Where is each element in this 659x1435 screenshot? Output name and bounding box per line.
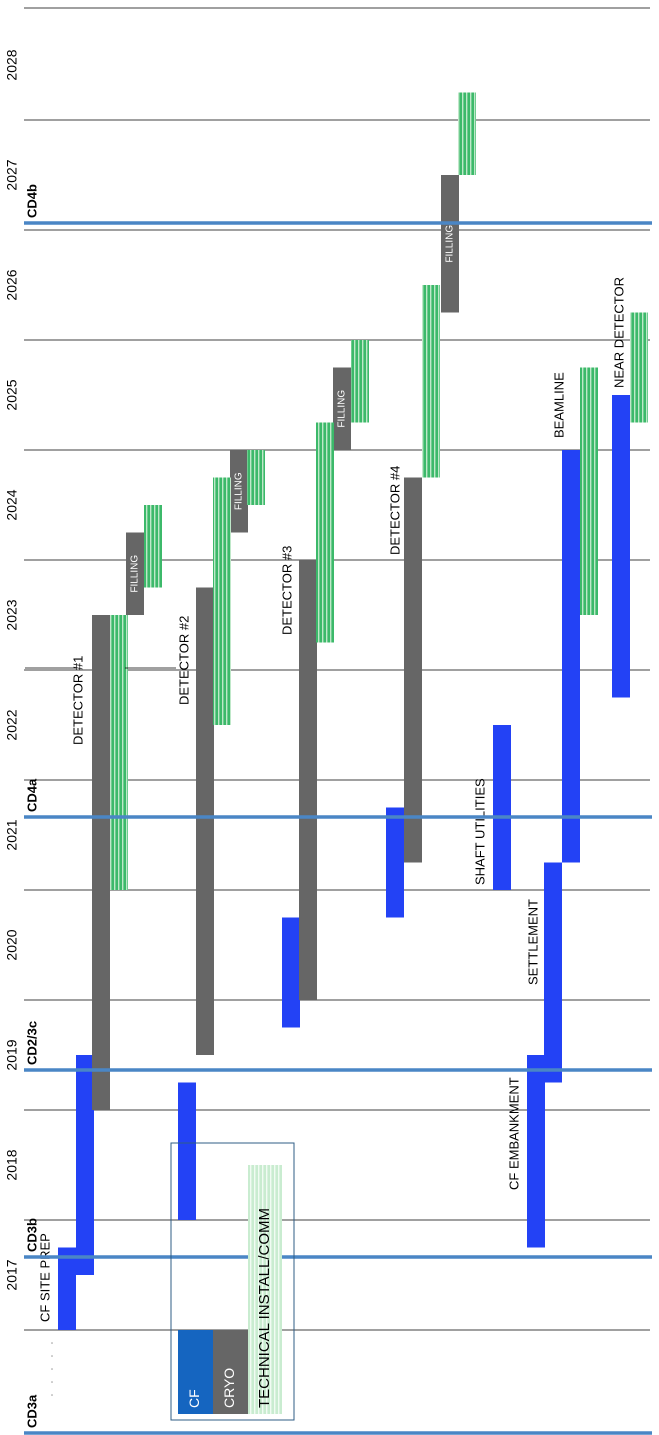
milestone-label: CD4a [24,778,39,812]
task-bar-cryo [126,532,144,615]
task-bar-tech [213,477,231,725]
task-bar-tech [351,340,369,423]
year-label-2025: 2025 [4,379,20,410]
task-bar-cf [612,395,630,698]
task-bar-cryo [299,560,317,1000]
filling-label: FILLING [130,555,141,593]
task-label: CF SITE PREP [37,1233,52,1322]
task-label: CF EMBANKMENT [506,1077,521,1190]
filling-label: FILLING [445,225,456,263]
legend-label: CF [186,1389,202,1408]
task-label: NEAR DETECTOR [611,277,626,388]
task-label: SHAFT UTILITIES [472,778,487,885]
task-bar-tech [458,92,476,175]
legend-swatch-tech [248,1165,282,1414]
year-label-2017: 2017 [4,1259,20,1290]
year-label-2023: 2023 [4,599,20,630]
legend-box [170,1142,295,1421]
task-bar-cryo [230,450,248,533]
task-bar-cf [282,917,300,1028]
task-label: DETECTOR #4 [387,466,402,555]
year-label-2018: 2018 [4,1149,20,1180]
task-bar-cryo [333,367,351,450]
dot-mark [51,1355,53,1357]
filling-label: FILLING [234,472,245,510]
task-bar-tech [247,450,265,505]
legend-label: TECHNICAL INSTALL/COMM [256,1208,273,1408]
legend-swatch-cf [178,1330,213,1414]
task-bar-tech [422,285,440,478]
task-bar-tech [316,422,334,643]
task-bar-cf [58,1247,76,1330]
task-bar-cryo [404,477,422,863]
task-bar-cf [527,1055,545,1248]
year-label-2024: 2024 [4,489,20,520]
milestone-label: CD3a [24,1394,39,1428]
dot-mark [51,1368,53,1370]
task-label: DETECTOR #2 [176,616,191,705]
legend-swatch-cryo [213,1330,248,1414]
milestone-label: CD4b [24,184,39,218]
year-label-2022: 2022 [4,709,20,740]
dot-mark [51,1394,53,1396]
task-bar-cf [493,725,511,890]
task-bar-cf [386,807,404,918]
task-bar-tech [110,615,128,890]
dot-mark [51,1342,53,1344]
task-bar-tech [144,505,162,588]
task-bar-cf [76,1055,94,1275]
task-bar-cryo [441,175,459,313]
task-bar-cryo [196,587,214,1055]
year-label-2021: 2021 [4,819,20,850]
year-label-2019: 2019 [4,1039,20,1070]
task-label: SETTLEMENT [525,899,540,985]
task-bar-cf [544,862,562,1083]
dot-mark [51,1381,53,1383]
filling-label: FILLING [337,390,348,428]
task-bar-tech [580,367,598,615]
milestone-label: CD2/3c [24,1021,39,1065]
milestone-label: CD3b [24,1218,39,1252]
year-label-2020: 2020 [4,929,20,960]
task-label: DETECTOR #1 [70,656,85,745]
task-label: DETECTOR #3 [279,546,294,635]
year-label-2026: 2026 [4,269,20,300]
year-label-2027: 2027 [4,159,20,190]
task-bar-cf [178,1082,196,1220]
task-bar-cf [562,450,580,863]
task-label: BEAMLINE [551,372,566,438]
task-bar-cryo [92,615,110,1110]
legend-label: CRYO [221,1368,237,1408]
year-label-2028: 2028 [4,49,20,80]
task-bar-tech [630,312,648,423]
